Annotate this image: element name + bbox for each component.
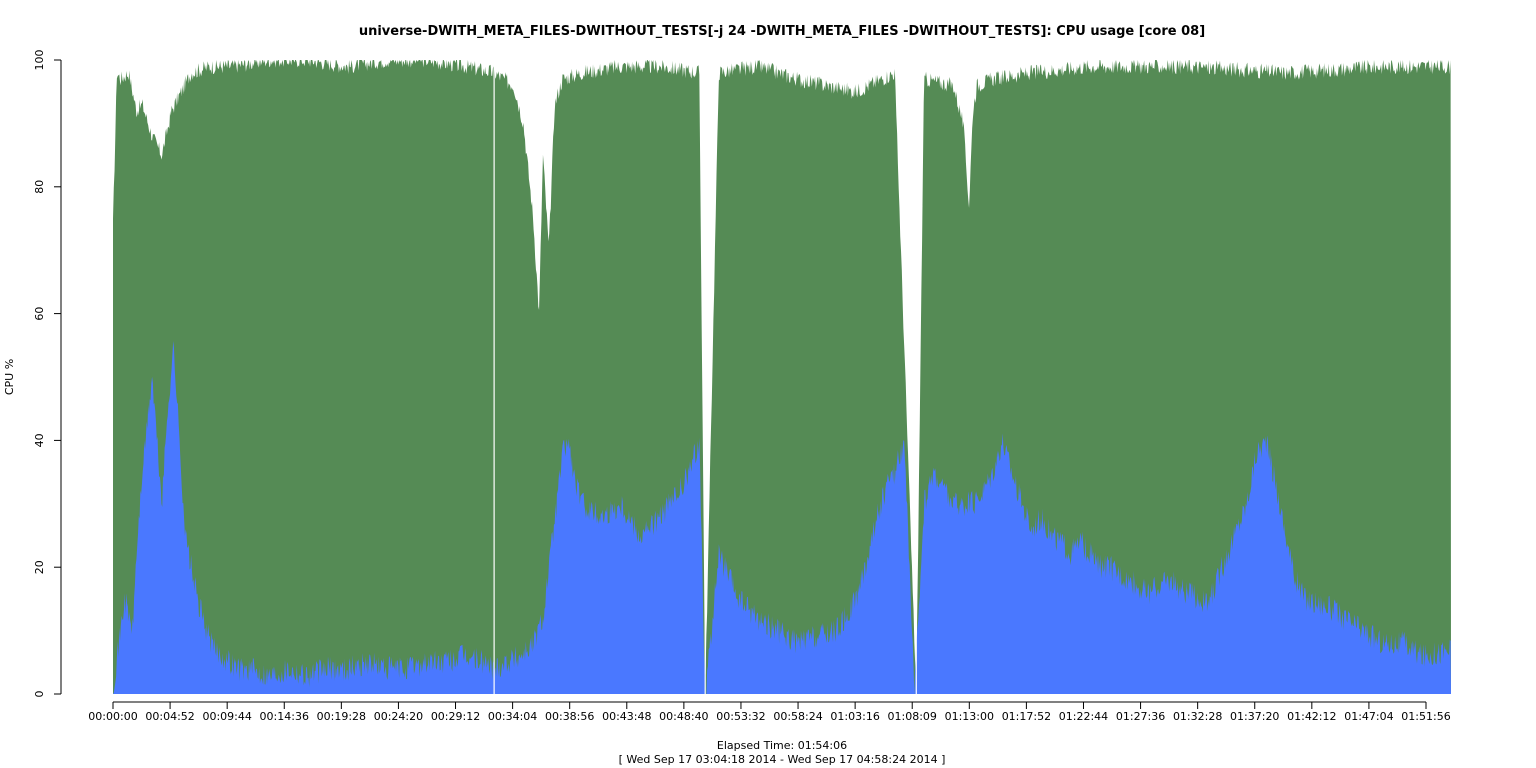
x-tick-label: 00:19:28 bbox=[317, 710, 366, 723]
x-tick-label: 01:51:56 bbox=[1401, 710, 1450, 723]
x-tick-label: 01:47:04 bbox=[1344, 710, 1393, 723]
x-tick-label: 00:04:52 bbox=[145, 710, 194, 723]
x-tick-label: 01:08:09 bbox=[888, 710, 937, 723]
x-tick-label: 00:43:48 bbox=[602, 710, 651, 723]
y-tick-label: 40 bbox=[33, 433, 46, 447]
x-tick-label: 00:53:32 bbox=[716, 710, 765, 723]
y-tick-label: 60 bbox=[33, 307, 46, 321]
x-tick-label: 00:38:56 bbox=[545, 710, 594, 723]
x-tick-label: 00:09:44 bbox=[202, 710, 251, 723]
user-cpu-area bbox=[113, 341, 1451, 694]
chart-title: universe-DWITH_META_FILES-DWITHOUT_TESTS… bbox=[359, 24, 1205, 39]
x-tick-label: 01:17:52 bbox=[1002, 710, 1051, 723]
x-axis-date-range: [ Wed Sep 17 03:04:18 2014 - Wed Sep 17 … bbox=[619, 753, 946, 766]
x-tick-label: 00:48:40 bbox=[659, 710, 708, 723]
x-tick-label: 01:22:44 bbox=[1059, 710, 1108, 723]
plot-area bbox=[113, 60, 1451, 694]
x-tick-label: 00:58:24 bbox=[773, 710, 822, 723]
y-tick-label: 0 bbox=[33, 691, 46, 698]
y-tick-label: 20 bbox=[33, 560, 46, 574]
x-tick-label: 00:00:00 bbox=[88, 710, 137, 723]
x-tick-label: 00:29:12 bbox=[431, 710, 480, 723]
axes: 0 20 40 60 80 100 00:00:00 00:04:52 00:09:44 00:1… bbox=[33, 50, 1451, 724]
x-tick-label: 01:27:36 bbox=[1116, 710, 1165, 723]
x-tick-label: 01:03:16 bbox=[830, 710, 879, 723]
x-tick-label: 01:37:20 bbox=[1230, 710, 1279, 723]
y-axis-label: CPU % bbox=[3, 359, 16, 395]
x-tick-label: 01:32:28 bbox=[1173, 710, 1222, 723]
x-tick-label: 01:13:00 bbox=[945, 710, 994, 723]
x-axis-label: Elapsed Time: 01:54:06 bbox=[717, 739, 847, 752]
x-tick-label: 01:42:12 bbox=[1287, 710, 1336, 723]
y-tick-label: 100 bbox=[33, 50, 46, 71]
system-cpu-area bbox=[113, 60, 1451, 694]
y-tick-label: 80 bbox=[33, 180, 46, 194]
x-tick-label: 00:14:36 bbox=[260, 710, 309, 723]
x-tick-label: 00:24:20 bbox=[374, 710, 423, 723]
x-tick-label: 00:34:04 bbox=[488, 710, 537, 723]
